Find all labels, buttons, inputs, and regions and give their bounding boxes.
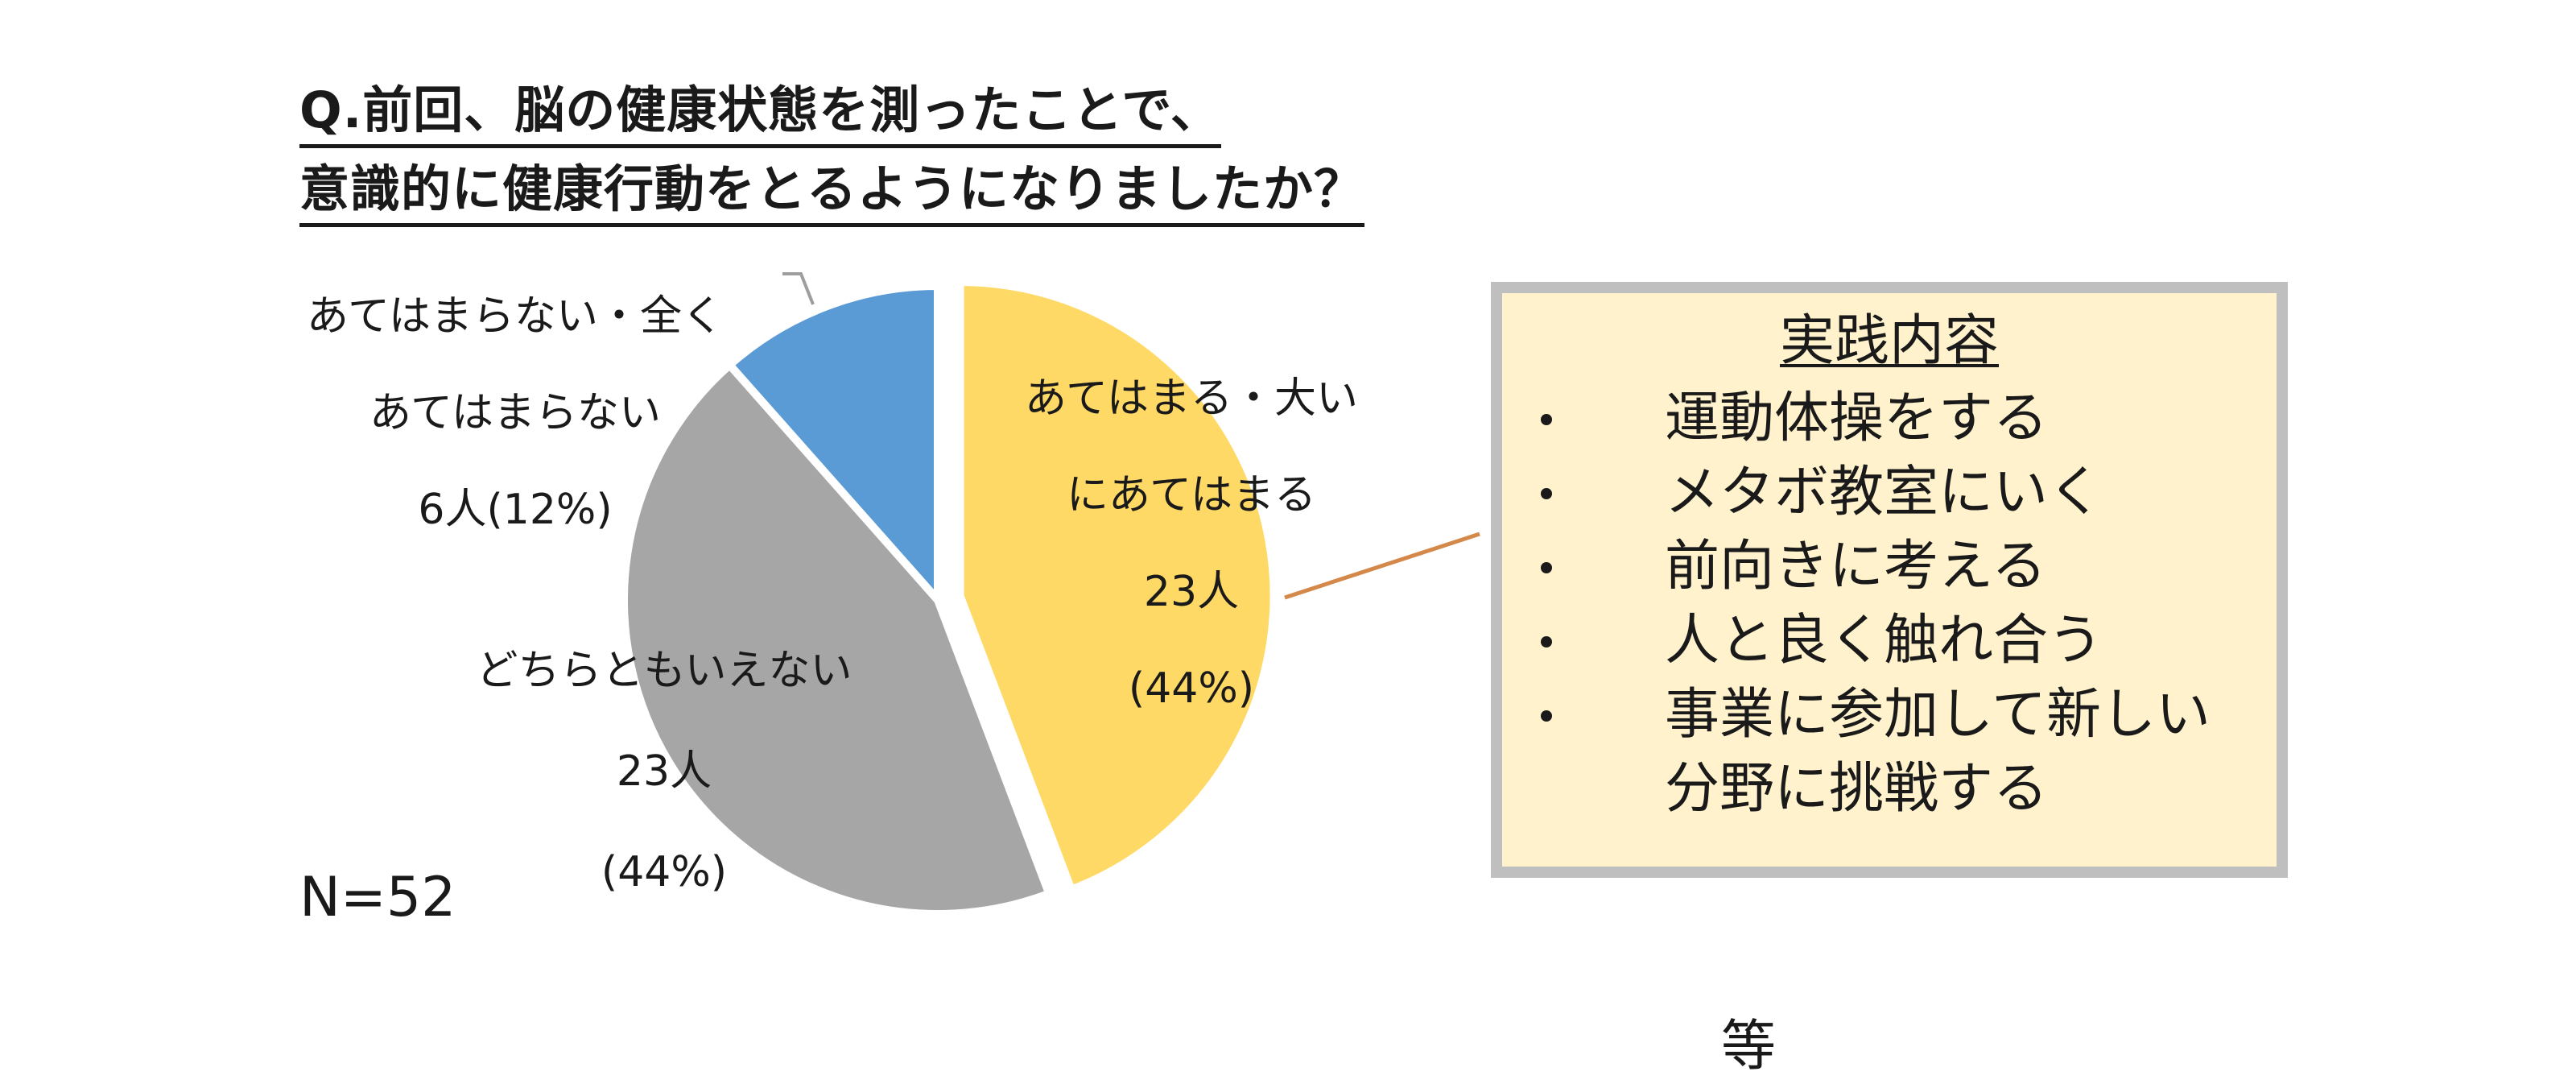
slice-label-0-line-1: にあてはまる <box>1067 471 1316 519</box>
slice-label-2-line-1: あてはまらない <box>369 389 661 437</box>
chart-title-line-1: Q.前回、脳の健康状態を測ったことで、 <box>299 77 1221 148</box>
slice-label-0-line-3: (44%) <box>1129 664 1254 713</box>
practice-item: 前向きに考える <box>1502 530 2277 604</box>
practice-item: メタボ教室にいく <box>1502 456 2277 530</box>
slice-label-0-line-0: あてはまる・大い <box>1025 374 1358 423</box>
slice-label-2-line-2: 6人(12%) <box>418 486 612 534</box>
pie-slice-1 <box>619 361 1054 918</box>
practice-list: 運動体操をする メタボ教室にいく 前向きに考える 人と良く触れ合う 事業に参加し… <box>1502 382 2277 826</box>
practice-box: 実践内容 運動体操をする メタボ教室にいく 前向きに考える 人と良く触れ合う 事… <box>1491 282 2288 1078</box>
slice-label-0-line-2: 23人 <box>1144 568 1239 616</box>
practice-box-title: 実践内容 <box>1779 309 1999 373</box>
pie-slice-2 <box>725 282 942 604</box>
leader-line <box>1284 532 1480 600</box>
label-leader-mark <box>782 272 815 305</box>
practice-item: 運動体操をする <box>1502 382 2277 456</box>
pie-slice-0 <box>956 277 1278 894</box>
sample-size-label: N=52 <box>299 866 456 929</box>
practice-etc: 等 <box>1721 1015 1777 1078</box>
practice-item: 事業に参加して新しい分野に挑戦する <box>1502 678 2277 826</box>
slice-label-1-line-2: (44%) <box>601 848 727 896</box>
slice-label-1-line-0: どちらともいえない <box>477 647 852 695</box>
practice-item: 人と良く触れ合う <box>1502 604 2277 678</box>
chart-title: Q.前回、脳の健康状態を測ったことで、 意識的に健康行動をとるようになりましたか… <box>299 71 1365 229</box>
chart-title-line-2: 意識的に健康行動をとるようになりましたか？ <box>299 155 1365 227</box>
slice-label-1-line-1: 23人 <box>617 747 712 796</box>
slice-label-2-line-0: あてはまらない・全く <box>307 292 724 341</box>
